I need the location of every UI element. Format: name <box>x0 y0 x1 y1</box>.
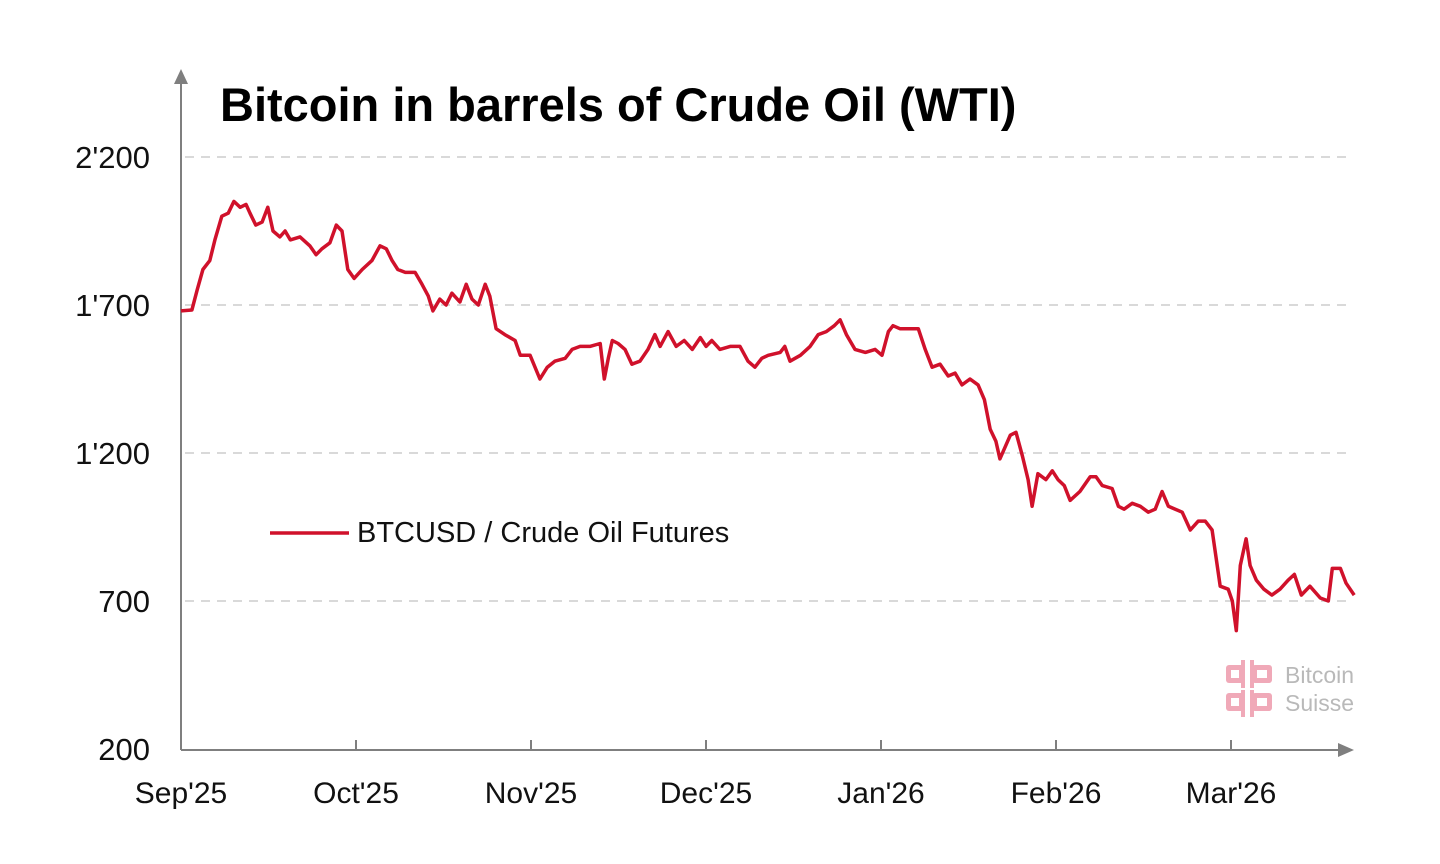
axes <box>174 69 1354 757</box>
y-tick-label: 200 <box>98 732 150 767</box>
x-tick-label: Dec'25 <box>660 777 752 810</box>
y-tick-label: 700 <box>98 584 150 619</box>
x-tick-label: Mar'26 <box>1186 777 1277 810</box>
x-tick-label: Nov'25 <box>485 777 577 810</box>
y-axis-arrow-icon <box>174 69 188 84</box>
gridlines <box>185 156 1348 602</box>
y-tick-label: 1'200 <box>75 436 150 471</box>
y-tick-label: 1'700 <box>75 288 150 323</box>
legend: BTCUSD / Crude Oil Futures <box>270 517 729 549</box>
x-tick-label: Jan'26 <box>837 777 924 810</box>
x-tick-label: Sep'25 <box>135 777 227 810</box>
watermark-line2: Suisse <box>1285 690 1354 716</box>
watermark-logo: Bitcoin Suisse <box>1226 660 1354 717</box>
y-tick-labels: 200 700 1'200 1'700 2'200 <box>75 140 150 767</box>
x-tick-label: Feb'26 <box>1011 777 1102 810</box>
x-ticks: Sep'25 Oct'25 Nov'25 Dec'25 Jan'26 Feb'26 Mar'… <box>135 740 1277 810</box>
x-tick-label: Oct'25 <box>313 777 399 810</box>
legend-label: BTCUSD / Crude Oil Futures <box>357 517 729 549</box>
watermark-line1: Bitcoin <box>1285 662 1354 688</box>
chart-title: Bitcoin in barrels of Crude Oil (WTI) <box>220 78 1016 131</box>
bitcoin-suisse-logo-icon <box>1226 660 1272 717</box>
series-line-btcusd-crude <box>180 199 1356 633</box>
y-tick-label: 2'200 <box>75 140 150 175</box>
x-axis-arrow-icon <box>1338 743 1354 757</box>
